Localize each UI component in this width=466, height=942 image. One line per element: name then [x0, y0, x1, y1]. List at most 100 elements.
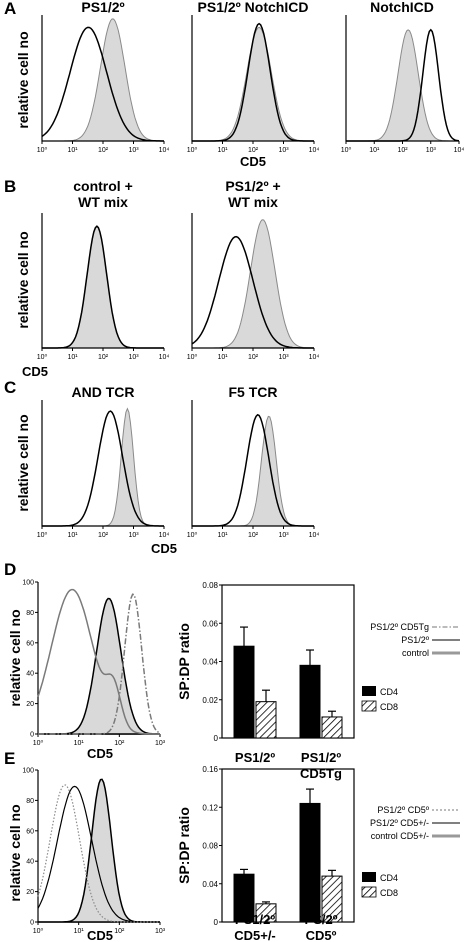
panel-letter-A: A [4, 0, 16, 18]
hist-b-3-tick-label: 10² [98, 354, 109, 361]
hist-a-0-tick-label: 10¹ [67, 147, 78, 154]
hist-b-3-tick-label: 10³ [128, 354, 139, 361]
legend-d-ps12: PS1/2º [401, 635, 430, 645]
hist-e-x-tick-label: 10¹ [74, 928, 85, 935]
hist-b-4-title-line-1: PS1/2º + [225, 178, 280, 194]
hist-d-x-tick-label: 10⁰ [33, 739, 44, 747]
legend-e-cd4-label: CD4 [380, 873, 398, 883]
hist-c-6-tick-label: 10⁴ [309, 532, 320, 539]
legend-e-cd5null: PS1/2º CD5º [377, 805, 429, 815]
hist-b-4-control-area [192, 219, 314, 349]
hist-d-cd5tg-line [38, 593, 161, 735]
bar-d-y-tick-label: 0.08 [202, 581, 218, 590]
bar-d-bar-cd4 [233, 645, 255, 739]
hist-e-y-tick-label: 100 [22, 768, 34, 775]
hist-d-y-tick-label: 20 [26, 701, 34, 708]
hist-b-3-title-line-2: WT mix [78, 194, 128, 210]
hist-a-0-tick-label: 10² [98, 147, 109, 154]
hist-a-0-tick-label: 10⁴ [159, 147, 170, 154]
hist-a-1-tick-label: 10² [248, 147, 259, 154]
hist-b-3-tick-label: 10⁰ [37, 353, 48, 361]
hist-c-5-axes [41, 400, 164, 527]
legend-d-control: control [402, 648, 429, 658]
x-axis-label-cd5-e: CD5 [87, 928, 113, 942]
hist-e-x-tick-label: 10³ [155, 928, 166, 935]
hist-a-0-title: PS1/2º [81, 0, 124, 15]
hist-d-y-tick-label: 80 [26, 610, 34, 617]
bar-e-category-label: CD5º [306, 928, 337, 942]
hist-b-4-tick-label: 10¹ [217, 354, 228, 361]
hist-c-5-tick-label: 10² [98, 532, 109, 539]
y-axis-label-relative-cell-no-3: relative cell no [7, 609, 23, 706]
bar-d-bar-cd4 [299, 664, 321, 739]
hist-a-1-tick-label: 10⁰ [187, 146, 198, 154]
hist-a-2-tick-label: 10² [397, 147, 408, 154]
hist-b-4-tick-label: 10⁴ [309, 354, 320, 361]
x-axis-label-cd5-b: CD5 [22, 364, 48, 379]
bar-e-bar-cd4 [299, 802, 321, 923]
legend-d-cd4-swatch [362, 686, 376, 696]
hist-a-2-control-area [346, 29, 459, 142]
x-axis-label-cd5-d: CD5 [87, 746, 113, 761]
hist-b-4-title-line-2: WT mix [228, 194, 278, 210]
bar-d-category-label: PS1/2º [301, 750, 341, 765]
hist-a-2-tick-label: 10³ [426, 147, 437, 154]
hist-a-2-title: NotchICD [370, 0, 434, 15]
hist-b-4-tick-label: 10⁰ [187, 353, 198, 361]
bar-d-y-tick-label: 0.04 [202, 658, 218, 667]
bar-d-y-axis-label: SP:DP ratio [176, 623, 192, 700]
hist-a-2-tick-label: 10¹ [369, 147, 380, 154]
hist-a-0-control-area [42, 18, 164, 142]
y-axis-label-relative-cell-no-4: relative cell no [7, 804, 23, 901]
panel-letter-B: B [4, 177, 16, 196]
hist-c-6-tick-label: 10³ [278, 532, 289, 539]
hist-e-control-area [38, 778, 160, 923]
hist-d-x-tick-label: 10³ [155, 740, 166, 747]
hist-a-2-tick-label: 10⁴ [454, 147, 465, 154]
hist-b-3-tick-label: 10⁴ [159, 354, 170, 361]
hist-a-0-tick-label: 10⁰ [37, 146, 48, 154]
legend-e-cd8-swatch [361, 886, 377, 898]
legend-e-cd5het: PS1/2º CD5+/- [370, 818, 429, 828]
hist-e-y-tick-label: 60 [26, 828, 34, 835]
bar-e-y-tick-label: 0.04 [202, 880, 218, 889]
hist-d-x-tick-label: 10² [114, 740, 125, 747]
bar-e-y-tick-label: 0.08 [202, 842, 218, 851]
bar-e-y-axis-label: SP:DP ratio [176, 807, 192, 884]
hist-c-6-title: F5 TCR [229, 384, 278, 400]
panel-letter-E: E [4, 749, 15, 768]
x-axis-label-cd5-c: CD5 [151, 541, 177, 556]
hist-b-3-tick-label: 10¹ [67, 354, 78, 361]
hist-c-6-sample-line [192, 413, 314, 527]
bar-e-category-label: PS/2º [305, 912, 338, 927]
hist-c-6-control-area [192, 415, 314, 527]
hist-c-5-tick-label: 10⁰ [37, 531, 48, 539]
bar-e-category-label: PS1/2º [235, 912, 275, 927]
bar-e-y-tick-label: 0.16 [202, 765, 218, 774]
hist-c-5-tick-label: 10⁴ [159, 532, 170, 539]
legend-d-cd4-label: CD4 [380, 687, 398, 697]
panel-letter-C: C [4, 378, 16, 397]
bar-d-y-tick-label: 0.02 [202, 696, 218, 705]
hist-a-2-tick-label: 10⁰ [341, 146, 352, 154]
legend-e-cd4-swatch [362, 872, 376, 882]
hist-c-6-axes [191, 400, 314, 527]
hist-c-5-title: AND TCR [72, 384, 135, 400]
bar-d-y-tick-label: 0.06 [202, 619, 218, 628]
hist-c-6-tick-label: 10⁰ [187, 531, 198, 539]
hist-d-x-tick-label: 10¹ [74, 740, 85, 747]
panel-letter-D: D [4, 560, 16, 579]
hist-d-y-tick-label: 100 [22, 580, 34, 587]
hist-b-4-tick-label: 10² [248, 354, 259, 361]
hist-c-6-tick-label: 10¹ [217, 532, 228, 539]
hist-e-y-tick-label: 20 [26, 889, 34, 896]
hist-a-1-tick-label: 10⁴ [309, 147, 320, 154]
bar-d-category-label: PS1/2º [235, 750, 275, 765]
bar-d-y-tick-label: 0 [214, 734, 219, 743]
legend-d-cd8-label: CD8 [380, 702, 398, 712]
hist-b-3-title-line-1: control + [73, 178, 133, 194]
bar-d-bar-cd8 [321, 716, 343, 739]
hist-d-y-tick-label: 40 [26, 671, 34, 678]
x-axis-label-cd5-a: CD5 [240, 154, 266, 169]
